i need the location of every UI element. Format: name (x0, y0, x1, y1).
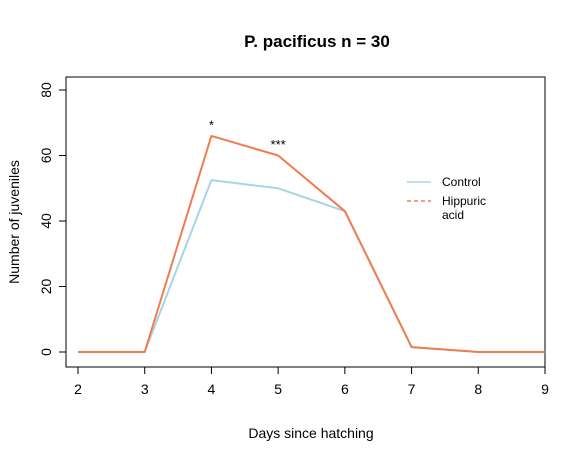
significance-marker: *** (271, 137, 286, 152)
legend-label: Control (442, 175, 481, 189)
legend-label: Hippuric (442, 194, 486, 208)
x-axis-label: Days since hatching (248, 425, 373, 441)
x-tick-label: 2 (74, 381, 82, 397)
y-axis-label: Number of juveniles (6, 160, 22, 284)
x-tick-label: 3 (141, 381, 149, 397)
x-tick-label: 9 (541, 381, 549, 397)
y-tick-label: 40 (38, 213, 54, 229)
x-tick-label: 8 (474, 381, 482, 397)
x-tick-label: 6 (341, 381, 349, 397)
significance-marker: * (209, 117, 214, 132)
legend-label: acid (442, 208, 464, 222)
series-layer (78, 134, 545, 353)
y-tick-label: 80 (38, 82, 54, 98)
series-line-hippuric-acid (78, 134, 545, 353)
y-tick-label: 20 (38, 279, 54, 295)
plot-frame (65, 76, 546, 368)
x-tick-label: 4 (208, 381, 216, 397)
x-axis: 2 3 4 5 6 7 8 9 (74, 366, 549, 397)
y-tick-label: 60 (38, 148, 54, 164)
y-axis: 0 20 40 60 80 (38, 82, 67, 356)
x-tick-label: 5 (274, 381, 282, 397)
x-tick-label: 7 (408, 381, 416, 397)
chart-title: P. pacificus n = 30 (244, 32, 390, 51)
y-tick-label: 0 (38, 348, 54, 356)
annotation-layer: **** (209, 117, 286, 152)
